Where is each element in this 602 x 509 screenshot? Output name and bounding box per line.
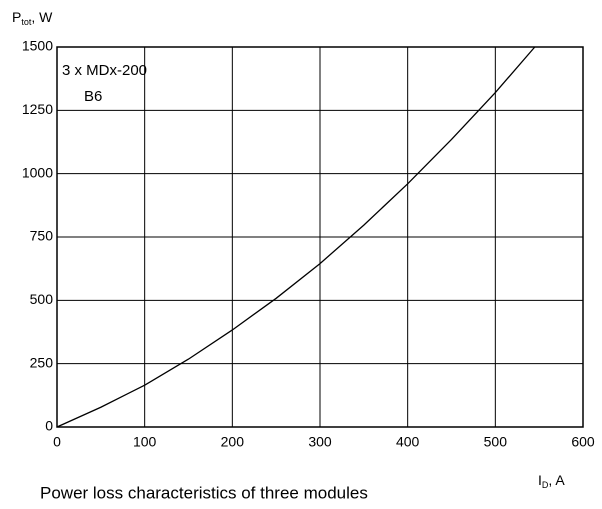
y-tick-label: 500: [30, 291, 54, 307]
x-tick-label: 200: [221, 434, 245, 450]
y-label-main: P: [12, 9, 21, 25]
y-label-sub: tot: [21, 17, 32, 27]
y-tick-label: 1000: [22, 164, 53, 180]
y-axis-label: Ptot, W: [12, 9, 53, 28]
caption: Power loss characteristics of three modu…: [40, 483, 368, 502]
x-tick-label: 600: [571, 434, 595, 450]
plot-frame: [56, 46, 584, 428]
line: [56, 46, 536, 428]
x-label-rest: , A: [548, 472, 565, 488]
x-tick-label: 400: [396, 434, 420, 450]
y-tick-label: 750: [30, 228, 54, 244]
y-tick-label: 0: [45, 418, 53, 434]
y-tick-label: 1500: [22, 38, 53, 54]
x-tick-label: 100: [133, 434, 157, 450]
y-label-rest: , W: [31, 9, 53, 25]
annotation: B6: [84, 88, 102, 105]
annotation: 3 x MDx-200: [62, 62, 147, 79]
x-label-main: I: [538, 472, 542, 488]
x-tick-label: 300: [308, 434, 332, 450]
x-tick-label: 500: [484, 434, 508, 450]
x-label-sub: D: [542, 480, 549, 490]
x-tick-label: 0: [53, 434, 61, 450]
y-tick-label: 250: [30, 354, 54, 370]
y-tick-label: 1250: [22, 101, 53, 117]
x-axis-label: ID, A: [538, 472, 565, 491]
